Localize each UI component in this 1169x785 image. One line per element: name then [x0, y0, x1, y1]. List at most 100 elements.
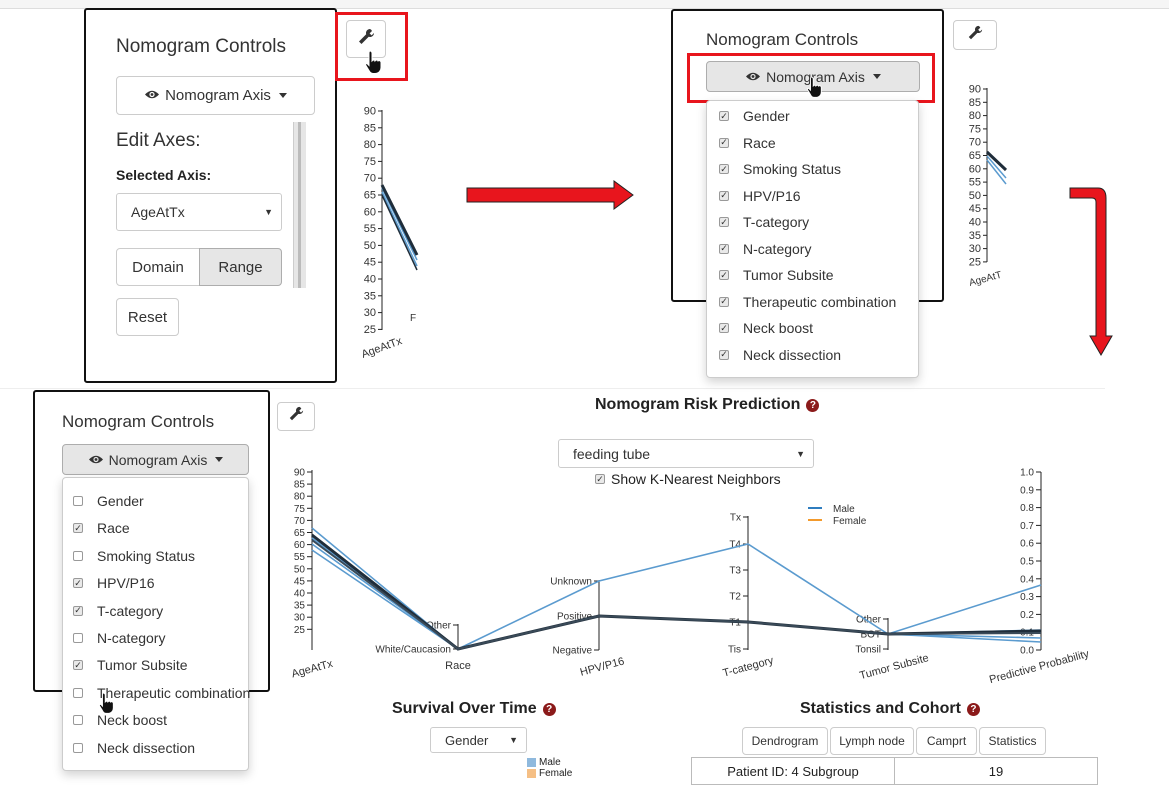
axis-option-tumor-subsite[interactable]: ✓ Tumor Subsite	[707, 262, 834, 288]
tab-statistics[interactable]: Statistics	[979, 727, 1046, 755]
reset-button[interactable]: Reset	[116, 298, 179, 336]
axis-option-checkbox[interactable]: ✓	[719, 110, 729, 121]
tab-camprt[interactable]: Camprt	[916, 727, 977, 755]
help-icon[interactable]: ?	[966, 702, 980, 716]
axis-tick-label: 0.7	[1020, 521, 1034, 532]
axis-option-neck-boost[interactable]: ✓ Neck boost	[707, 315, 813, 341]
axis-option-label: Therapeutic combination	[97, 684, 251, 701]
axis-option-checkbox[interactable]	[73, 715, 83, 726]
axis-option-t-category[interactable]: ✓ T-category	[707, 209, 809, 235]
axis-option-checkbox[interactable]	[73, 742, 83, 753]
nomogram-axis-button-3[interactable]: Nomogram Axis	[62, 444, 249, 475]
axis-option-label: Smoking Status	[743, 161, 842, 177]
mini-tick-label: 40	[969, 217, 981, 229]
axis-option-gender[interactable]: ✓ Gender	[707, 103, 790, 129]
axis-option-tumor-subsite[interactable]: ✓ Tumor Subsite	[63, 652, 188, 678]
wrench-button-3[interactable]	[277, 402, 315, 431]
axis-tick-label: 0.5	[1020, 557, 1034, 568]
axis-tick-label: Other	[426, 621, 452, 632]
survival-group-select[interactable]: Gender ▼	[430, 727, 527, 753]
axis-option-checkbox[interactable]: ✓	[719, 349, 729, 360]
mini-tick-label: 75	[364, 156, 376, 168]
mini-tick-label: 80	[364, 139, 376, 151]
nomogram-axis-label: Nomogram Axis	[165, 87, 271, 104]
mini-tick-label: 55	[969, 177, 981, 189]
domain-button[interactable]: Domain	[116, 248, 200, 286]
axis-tick-label: BOT	[860, 630, 881, 641]
axis-option-checkbox[interactable]: ✓	[719, 216, 729, 227]
axis-option-checkbox[interactable]: ✓	[719, 322, 729, 333]
axis-option-race[interactable]: ✓ Race	[63, 515, 130, 541]
wrench-button-2[interactable]	[953, 20, 997, 50]
axis-tick-label: Tx	[730, 513, 741, 524]
help-icon[interactable]: ?	[542, 702, 556, 716]
axis-option-neck-dissection[interactable]: ✓ Neck dissection	[707, 342, 841, 368]
mini-axis-letter: F	[410, 313, 416, 324]
axis-tick-label: Tonsil	[855, 645, 881, 656]
axis-option-checkbox[interactable]: ✓	[73, 605, 83, 616]
axis-option-label: HPV/P16	[743, 187, 801, 204]
axis-option-checkbox[interactable]: ✓	[73, 522, 83, 534]
axis-option-checkbox[interactable]: ✓	[719, 137, 729, 148]
axis-option-checkbox[interactable]	[73, 633, 83, 643]
outcome-select[interactable]: feeding tube ▼	[558, 439, 814, 468]
axis-option-checkbox[interactable]: ✓	[719, 269, 729, 280]
axis-option-n-category[interactable]: N-category	[63, 625, 165, 651]
wrench-button[interactable]	[346, 20, 386, 58]
range-button[interactable]: Range	[199, 248, 282, 286]
axis-option-therapeutic-combination[interactable]: ✓ Therapeutic combination	[707, 289, 896, 315]
axis-label: T-category	[722, 654, 776, 679]
axis-option-t-category[interactable]: ✓ T-category	[63, 598, 163, 624]
survival-select-value: Gender	[445, 732, 489, 748]
stats-row-label: Patient ID: 4 Subgroup	[691, 757, 895, 785]
axis-tick-label: 0.4	[1020, 574, 1034, 585]
axis-option-race[interactable]: ✓ Race	[707, 130, 776, 156]
controls-title-3: Nomogram Controls	[62, 412, 215, 431]
axis-option-checkbox[interactable]: ✓	[73, 577, 83, 589]
scrollbar-track[interactable]	[293, 122, 306, 288]
knn-toggle[interactable]: ✓ Show K-Nearest Neighbors	[595, 471, 781, 487]
mini-tick-label: 45	[969, 203, 981, 215]
survival-legend-male: Male	[527, 757, 572, 768]
axis-option-neck-dissection[interactable]: Neck dissection	[63, 735, 195, 761]
axis-option-checkbox[interactable]: ✓	[719, 190, 729, 201]
controls-title: Nomogram Controls	[116, 36, 286, 57]
axis-option-checkbox[interactable]	[73, 687, 83, 698]
help-icon[interactable]: ?	[806, 398, 820, 412]
axis-label: Tumor Subsite	[858, 652, 930, 682]
axis-option-smoking-status[interactable]: ✓ Smoking Status	[707, 156, 841, 182]
mini-tick-label: 60	[969, 163, 981, 175]
hand-cursor-icon	[806, 76, 824, 103]
axis-tick-label: 55	[294, 552, 306, 563]
axis-option-checkbox[interactable]: ✓	[719, 163, 729, 174]
axis-option-checkbox[interactable]	[73, 496, 83, 506]
axis-tick-label: 0.3	[1020, 592, 1034, 603]
axis-option-checkbox[interactable]: ✓	[719, 243, 729, 254]
knn-checkbox[interactable]: ✓	[595, 473, 605, 484]
nomogram-axis-label-2: Nomogram Axis	[766, 68, 865, 85]
nomogram-axis-button[interactable]: Nomogram Axis	[116, 76, 315, 115]
axis-option-neck-boost[interactable]: Neck boost	[63, 707, 167, 733]
survival-legend: Male Female	[527, 757, 572, 779]
selected-axis-select[interactable]: AgeAtTx ▼	[116, 193, 282, 231]
axis-option-label: Gender	[97, 493, 144, 509]
mini-tick-label: 70	[969, 137, 981, 149]
axis-option-checkbox[interactable]: ✓	[719, 296, 729, 307]
axis-option-checkbox[interactable]	[73, 550, 83, 561]
axis-option-label: Neck dissection	[743, 346, 842, 363]
mini-nomogram-1: 90 85 80 75 70 65 60 55 50 45 40 35 30 25 F AgeAtTx	[360, 106, 419, 361]
axis-option-therapeutic-combination[interactable]: Therapeutic combination	[63, 680, 250, 706]
axis-option-checkbox[interactable]: ✓	[73, 659, 83, 671]
stats-row-value: 19	[894, 757, 1098, 785]
axis-option-smoking-status[interactable]: Smoking Status	[63, 543, 195, 569]
axis-option-label: Race	[743, 134, 776, 151]
tab-dendrogram[interactable]: Dendrogram	[742, 727, 828, 755]
axis-option-label: Tumor Subsite	[743, 267, 834, 283]
axis-option-gender[interactable]: Gender	[63, 488, 144, 514]
tab-lymph-node[interactable]: Lymph node	[830, 727, 914, 755]
select-arrow-icon: ▼	[264, 207, 273, 217]
axis-option-hpv-p16[interactable]: ✓ HPV/P16	[707, 183, 801, 209]
scrollbar-thumb[interactable]	[298, 122, 301, 288]
axis-option-n-category[interactable]: ✓ N-category	[707, 236, 811, 262]
axis-option-hpv-p16[interactable]: ✓ HPV/P16	[63, 570, 155, 596]
